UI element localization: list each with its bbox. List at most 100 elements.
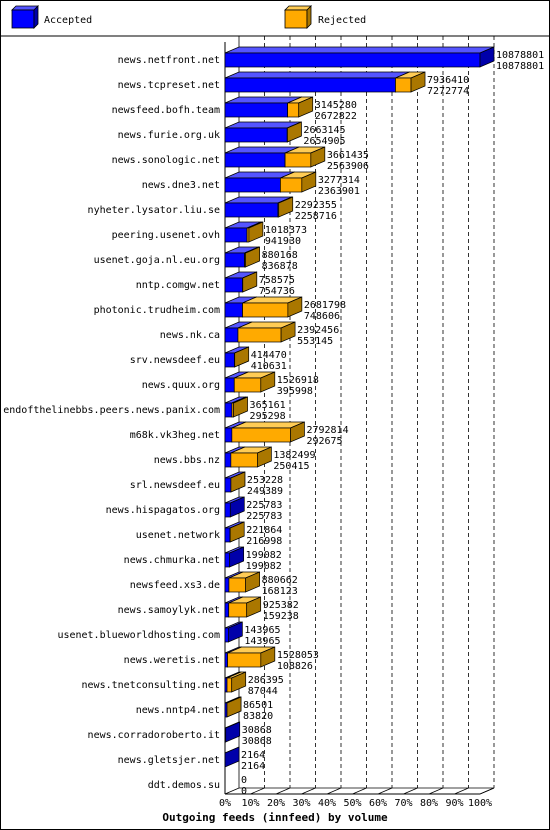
value-label-offered: 414470 xyxy=(251,350,287,361)
value-label-accepted: 108826 xyxy=(277,661,313,672)
legend-accepted-label: Accepted xyxy=(44,15,92,26)
category-label: news.bbs.nz xyxy=(154,455,220,466)
category-label: news.netfront.net xyxy=(118,55,220,66)
value-label-accepted: 225783 xyxy=(246,511,282,522)
bar-accepted xyxy=(224,602,230,618)
value-label-offered: 3277314 xyxy=(318,175,360,186)
bar-accepted xyxy=(224,102,289,118)
category-label: endofthelinebbs.peers.news.panix.com xyxy=(3,405,220,416)
bar-rejected xyxy=(237,327,282,343)
bar-accepted xyxy=(224,352,235,368)
value-label-offered: 758575 xyxy=(259,275,295,286)
x-axis-title: Outgoing feeds (innfeed) by volume xyxy=(162,811,388,824)
value-label-accepted: 2672822 xyxy=(315,111,357,122)
value-label-offered: 2292355 xyxy=(295,200,337,211)
bar-accepted xyxy=(224,277,244,293)
bar-rejected-side xyxy=(229,521,245,543)
value-label-accepted: 249389 xyxy=(247,486,283,497)
legend-rejected-label: Rejected xyxy=(318,15,366,26)
value-label-offered: 2164 xyxy=(241,750,265,761)
bar-accepted-side xyxy=(224,746,240,768)
bar-rejected-side xyxy=(248,221,264,243)
bar-accepted xyxy=(224,377,235,393)
x-tick-label: 70% xyxy=(394,798,412,809)
value-label-offered: 2681798 xyxy=(304,300,346,311)
bar-accepted-side xyxy=(225,721,241,743)
legend: Accepted Rejected xyxy=(0,5,550,37)
value-label-accepted: 0 xyxy=(241,786,247,797)
value-label-offered: 365161 xyxy=(250,400,286,411)
bar-rejected xyxy=(284,152,312,168)
bar-accepted xyxy=(224,402,233,418)
bar-rejected xyxy=(280,177,303,193)
category-label: peering.usenet.ovh xyxy=(112,230,220,241)
category-label: m68k.vk3heg.net xyxy=(130,430,220,441)
x-tick-mark xyxy=(326,787,342,795)
value-label-offered: 1526918 xyxy=(277,375,319,386)
category-label: news.nntp4.net xyxy=(136,705,220,716)
category-label: news.tnetconsulting.net xyxy=(82,680,220,691)
bar-accepted xyxy=(224,427,233,443)
value-label-offered: 1018373 xyxy=(265,225,307,236)
legend-rejected-swatch xyxy=(284,5,312,29)
bar-accepted xyxy=(224,177,281,193)
value-label-accepted: 941930 xyxy=(265,236,301,247)
value-label-accepted: 836878 xyxy=(262,261,298,272)
bar-accepted xyxy=(224,327,239,343)
x-tick-mark xyxy=(224,787,240,795)
category-label: news.tcpreset.net xyxy=(118,80,220,91)
bar-accepted-side xyxy=(479,46,495,68)
bar-rejected-side xyxy=(231,671,247,693)
value-label-offered: 199082 xyxy=(246,550,282,561)
value-label-accepted: 143965 xyxy=(244,636,280,647)
value-label-offered: 221864 xyxy=(246,525,282,536)
plot-area: 0% 10% 20% 30% 40% 50% 60% 70% 80% 90% 100% news.ne… xyxy=(3,36,544,809)
category-label: srv.newsdeef.eu xyxy=(130,355,220,366)
bar-rejected-side xyxy=(290,421,305,443)
value-label-accepted: 2164 xyxy=(241,761,265,772)
category-label: usenet.network xyxy=(136,530,220,541)
bar-rejected xyxy=(228,602,248,618)
value-label-accepted: 199082 xyxy=(246,561,282,572)
category-label: news.hispagatos.org xyxy=(106,505,220,516)
value-label-offered: 253228 xyxy=(247,475,283,486)
category-label: news.weretis.net xyxy=(124,655,220,666)
category-label: news.chmurka.net xyxy=(124,555,220,566)
bar-accepted xyxy=(224,652,228,668)
category-label: photonic.trudheim.com xyxy=(94,305,220,316)
x-tick-label: 10% xyxy=(241,798,259,809)
x-tick-mark xyxy=(301,787,316,795)
x-tick-mark xyxy=(377,787,393,795)
bar-accepted xyxy=(224,152,286,168)
category-label: news.corradoroberto.it xyxy=(88,730,220,741)
bar-accepted-side xyxy=(228,621,243,643)
value-label-offered: 1528053 xyxy=(277,650,319,661)
category-label: nyheter.lysator.liu.se xyxy=(88,205,220,216)
bar-accepted-side xyxy=(229,496,245,518)
bar-rejected-side xyxy=(230,471,246,493)
bar-accepted xyxy=(224,77,396,93)
value-label-offered: 7936410 xyxy=(427,75,469,86)
bar-accepted xyxy=(224,527,231,543)
value-label-accepted: 168123 xyxy=(262,586,298,597)
bar-rejected xyxy=(287,102,300,118)
bar-rejected xyxy=(230,452,258,468)
bar-rejected-side xyxy=(301,171,317,193)
category-label: ddt.demos.su xyxy=(148,780,220,791)
value-label-offered: 86501 xyxy=(243,700,273,711)
bar-accepted xyxy=(224,252,245,268)
x-tick-label: 90% xyxy=(445,798,463,809)
bar-rejected-side xyxy=(257,446,272,468)
value-label-accepted: 87044 xyxy=(248,686,278,697)
value-label-accepted: 216998 xyxy=(246,536,282,547)
x-tick-mark xyxy=(403,787,418,795)
category-label: news.furie.org.uk xyxy=(118,130,220,141)
legend-accepted-swatch xyxy=(11,5,39,29)
value-label-offered: 2392456 xyxy=(297,325,339,336)
value-label-offered: 3661435 xyxy=(327,150,369,161)
x-tick-mark xyxy=(479,787,495,795)
category-label: newsfeed.xs3.de xyxy=(130,580,220,591)
bar-rejected-side xyxy=(410,71,426,93)
category-label: news.sonologic.net xyxy=(112,155,220,166)
value-label-accepted: 410631 xyxy=(251,361,287,372)
